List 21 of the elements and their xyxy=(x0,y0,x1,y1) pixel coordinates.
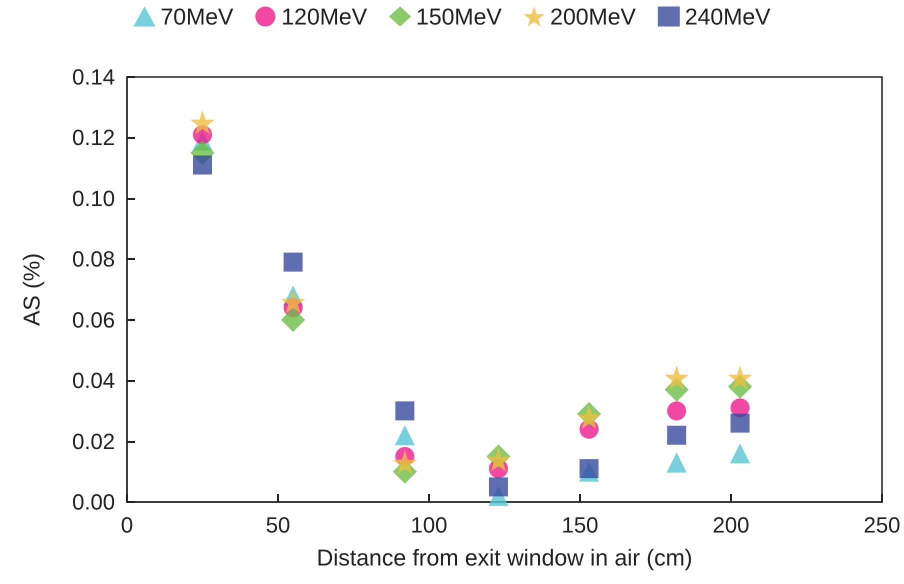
y-tick-label: 0.06 xyxy=(72,307,115,332)
legend-label: 120MeV xyxy=(281,4,368,30)
y-tick-label: 0.02 xyxy=(72,428,115,454)
x-tick-label: 150 xyxy=(562,512,598,538)
y-axis-title: AS (%) xyxy=(18,253,44,326)
x-tick-label: 100 xyxy=(410,512,448,538)
x-tick-label: 50 xyxy=(266,512,290,538)
x-tick-label: 250 xyxy=(864,512,900,538)
x-axis-title: Distance from exit window in air (cm) xyxy=(316,544,692,570)
y-tick-label: 0.04 xyxy=(72,368,115,394)
legend-label: 70MeV xyxy=(160,4,234,30)
y-tick-label: 0.08 xyxy=(72,246,115,272)
legend-label: 200MeV xyxy=(550,4,636,30)
y-tick-label: 0.12 xyxy=(72,125,115,150)
legend-label: 150MeV xyxy=(416,4,502,30)
legend-label: 240MeV xyxy=(684,4,772,30)
y-tick-label: 0.10 xyxy=(72,186,115,211)
y-tick-label: 0.00 xyxy=(72,490,115,514)
y-tick-label: 0.14 xyxy=(72,64,115,90)
x-tick-label: 200 xyxy=(712,512,750,538)
x-tick-label: 0 xyxy=(120,512,134,538)
